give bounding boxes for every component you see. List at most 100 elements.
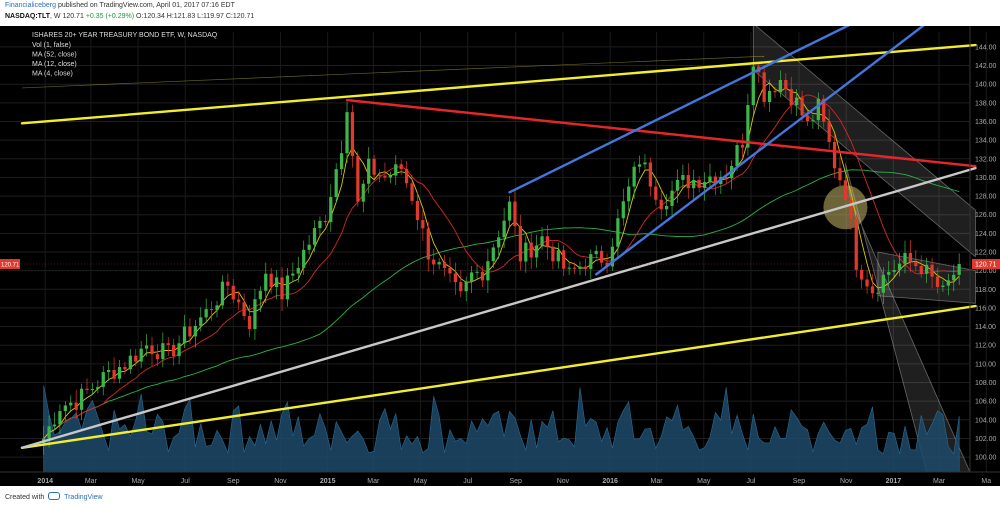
moving-averages <box>43 82 960 439</box>
candle-body <box>659 199 663 210</box>
candle-body <box>242 302 246 317</box>
candle-body <box>367 158 371 184</box>
grid <box>0 32 987 472</box>
candle-body <box>437 262 441 265</box>
last-price-label-left: 120.71 <box>1 263 20 269</box>
y-tick-label: 110.00 <box>975 361 996 368</box>
last-price: 120.71 <box>62 13 84 20</box>
candle-body <box>350 112 355 156</box>
candle-body <box>762 72 766 103</box>
candle-body <box>502 220 506 238</box>
y-tick-label: 130.00 <box>975 175 997 182</box>
candle-body <box>361 183 365 202</box>
y-tick-label: 108.00 <box>975 380 997 387</box>
y-tick-label: 100.00 <box>975 455 997 462</box>
x-tick-label: Jul <box>463 478 472 485</box>
candle-body <box>627 186 631 202</box>
candle-body <box>795 97 799 106</box>
y-tick-label: 136.00 <box>975 119 997 126</box>
candle-body <box>767 90 772 103</box>
trendline-thin-yellow <box>21 55 765 89</box>
candle-body <box>925 264 929 274</box>
symbol: NASDAQ:TLT <box>5 13 50 20</box>
candle-body <box>919 266 923 274</box>
last-price-box-left <box>0 259 20 270</box>
candle-body <box>876 292 880 294</box>
candle-body <box>665 205 669 210</box>
candle-body <box>404 169 409 184</box>
candle-body <box>453 273 457 283</box>
candle-body <box>134 355 138 362</box>
candle-body <box>670 190 674 206</box>
candle-body <box>339 153 344 170</box>
candle-body <box>226 281 230 286</box>
publish-info: published on TradingView.com, April 01, … <box>57 2 235 9</box>
candle-body <box>204 309 208 318</box>
y-tick-label: 118.00 <box>975 287 996 294</box>
candle-body <box>302 249 306 268</box>
candle-body <box>469 272 474 282</box>
candle-body <box>107 369 111 373</box>
candle-body <box>600 250 604 263</box>
chart-title: ISHARES 20+ YEAR TREASURY BOND ETF, W, N… <box>32 32 218 39</box>
y-tick-label: 138.00 <box>975 100 997 107</box>
candle-body <box>280 277 284 300</box>
candle-body <box>935 276 940 287</box>
candle-body <box>410 183 414 201</box>
candle-body <box>535 245 539 258</box>
x-tick-label: Nov <box>840 478 853 485</box>
candle-body <box>540 236 544 246</box>
candle-body <box>567 267 571 269</box>
author-link[interactable]: Financialiceberg <box>5 2 56 9</box>
candle-body <box>74 402 78 410</box>
candle-body <box>247 316 252 330</box>
y-tick-label: 144.00 <box>975 44 997 51</box>
candle-body <box>892 270 896 272</box>
candle-body <box>318 220 322 229</box>
x-tick-label: Mar <box>651 478 664 485</box>
candle-body <box>637 164 642 167</box>
candle-body <box>832 141 837 169</box>
x-tick-label: Ma <box>981 478 991 485</box>
tradingview-logo-icon <box>48 492 61 500</box>
axes: 100.00 102.00 104.00 106.00 108.00 110.00 112.… <box>0 26 1000 485</box>
candle-body <box>941 285 945 287</box>
candle-body <box>903 252 907 264</box>
ma-12-line <box>43 94 960 439</box>
candle-body <box>475 271 479 273</box>
price-chart[interactable]: 100.00 102.00 104.00 106.00 108.00 110.00 112.… <box>0 26 1000 486</box>
tradingview-link[interactable]: TradingView <box>64 494 103 501</box>
candle-body <box>897 263 902 271</box>
y-tick-label: 112.00 <box>975 343 996 350</box>
candle-body <box>616 218 620 247</box>
candle-body <box>464 281 468 292</box>
y-tick-label: 126.00 <box>975 212 997 219</box>
candle-body <box>209 309 214 311</box>
x-tick-label: Sep <box>793 478 806 485</box>
candle-body <box>713 176 718 185</box>
trendline-blue <box>595 26 925 276</box>
candle-body <box>442 262 447 268</box>
candle-body <box>870 286 875 294</box>
candle-body <box>681 175 685 180</box>
candle-body <box>448 267 452 274</box>
candle-body <box>811 120 815 122</box>
candle-body <box>323 220 327 223</box>
candle-body <box>199 317 203 326</box>
candle-body <box>751 66 755 106</box>
candle-body <box>172 344 176 357</box>
candle-body <box>372 158 376 175</box>
candle-body <box>578 266 582 269</box>
candle-body <box>188 326 192 337</box>
channel-upper <box>752 26 976 258</box>
candle-body <box>177 343 181 357</box>
candle-body <box>778 79 783 93</box>
y-tick-label: 104.00 <box>975 417 997 424</box>
candle-body <box>643 162 647 165</box>
candle-body <box>356 155 360 202</box>
candle-body <box>860 269 864 280</box>
y-tick-label: 102.00 <box>975 436 997 443</box>
y-tick-label: 114.00 <box>975 324 996 331</box>
x-tick-label: Jul <box>747 478 756 485</box>
x-tick-label: 2014 <box>37 478 53 485</box>
